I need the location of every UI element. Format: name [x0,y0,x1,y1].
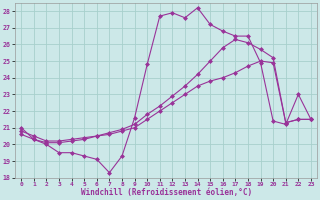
X-axis label: Windchill (Refroidissement éolien,°C): Windchill (Refroidissement éolien,°C) [81,188,252,197]
